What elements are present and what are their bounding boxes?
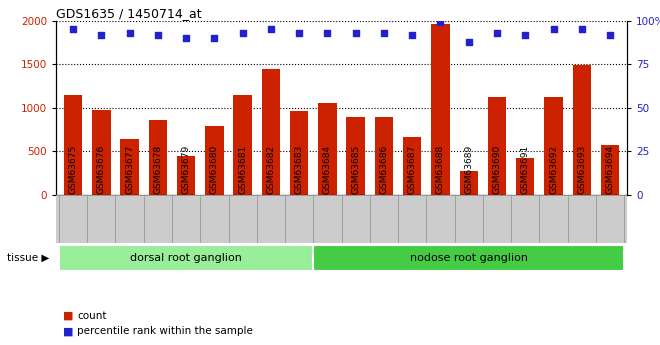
Bar: [403, 137, 421, 195]
Bar: [601, 145, 619, 195]
Text: ■: ■: [63, 326, 73, 336]
Point: [576, 27, 587, 32]
Bar: [318, 102, 337, 195]
Bar: [148, 120, 167, 195]
Point: [548, 27, 559, 32]
Point: [520, 32, 531, 37]
Text: percentile rank within the sample: percentile rank within the sample: [77, 326, 253, 336]
Point: [322, 30, 333, 36]
Bar: [544, 97, 563, 195]
Point: [463, 39, 474, 45]
Point: [605, 32, 615, 37]
Bar: [290, 111, 308, 195]
Bar: [120, 139, 139, 195]
Bar: [314, 245, 624, 271]
Text: nodose root ganglion: nodose root ganglion: [410, 253, 528, 263]
Bar: [64, 95, 82, 195]
Bar: [205, 126, 224, 195]
Point: [265, 27, 276, 32]
Text: ■: ■: [63, 311, 73, 321]
Bar: [431, 24, 449, 195]
Point: [238, 30, 248, 36]
Point: [294, 30, 304, 36]
Point: [379, 30, 389, 36]
Bar: [459, 170, 478, 195]
Point: [124, 30, 135, 36]
Bar: [234, 95, 252, 195]
Bar: [573, 65, 591, 195]
Bar: [59, 245, 314, 271]
Point: [152, 32, 163, 37]
Point: [68, 27, 79, 32]
Point: [209, 36, 220, 41]
Bar: [375, 117, 393, 195]
Bar: [177, 156, 195, 195]
Text: count: count: [77, 311, 107, 321]
Point: [350, 30, 361, 36]
Bar: [92, 110, 110, 195]
Point: [181, 36, 191, 41]
Point: [407, 32, 418, 37]
Bar: [488, 97, 506, 195]
Point: [96, 32, 107, 37]
Bar: [262, 69, 280, 195]
Text: dorsal root ganglion: dorsal root ganglion: [130, 253, 242, 263]
Text: GDS1635 / 1450714_at: GDS1635 / 1450714_at: [56, 7, 202, 20]
Point: [492, 30, 502, 36]
Bar: [346, 117, 365, 195]
Text: tissue ▶: tissue ▶: [7, 253, 49, 263]
Bar: [516, 158, 535, 195]
Point: [435, 20, 446, 25]
